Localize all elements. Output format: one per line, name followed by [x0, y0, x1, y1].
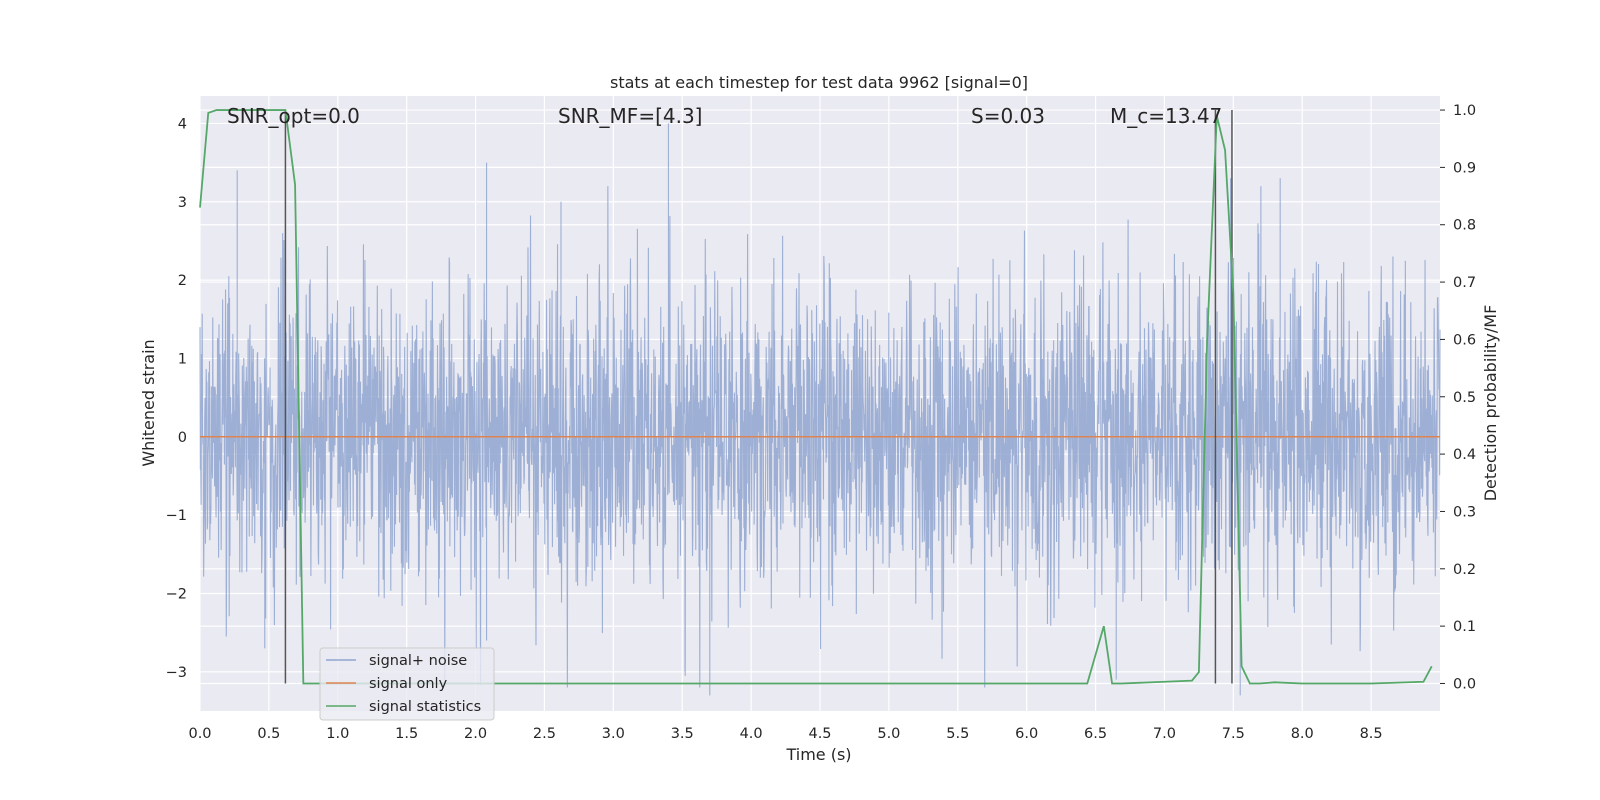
x-tick-label: 2.5 — [533, 726, 556, 742]
x-tick-label: 6.5 — [1084, 726, 1107, 742]
right-y-axis-label: Detection probability/MF — [1481, 305, 1500, 502]
annotation-snr-opt: SNR_opt=0.0 — [227, 104, 360, 128]
series-signal-plus-noise — [199, 123, 1441, 696]
x-tick-label: 5.5 — [946, 726, 969, 742]
legend-label-signal-only: signal only — [369, 676, 448, 692]
right-y-tick-label: 0.8 — [1453, 218, 1476, 234]
x-tick-label: 8.5 — [1360, 726, 1383, 742]
x-tick-label: 0.0 — [188, 726, 211, 742]
x-tick-label: 2.0 — [464, 726, 487, 742]
left-y-tick-label: 3 — [178, 195, 187, 211]
annotation-snr-mf: SNR_MF=[4.3] — [558, 104, 702, 128]
left-y-tick-label: −3 — [166, 665, 187, 681]
x-tick-label: 0.5 — [257, 726, 280, 742]
legend-box — [319, 647, 495, 721]
right-y-tick-label: 0.4 — [1453, 447, 1476, 463]
x-axis-ticks: 0.0 0.5 1.0 1.5 2.0 2.5 3.0 3.5 4.0 4.5 5.0 5.5 6.0 6… — [188, 726, 1382, 742]
marker-lines — [284, 110, 1233, 684]
left-y-tick-label: 2 — [178, 273, 187, 289]
x-tick-label: 5.0 — [877, 726, 900, 742]
right-y-tick-label: 0.6 — [1453, 332, 1476, 348]
right-y-tick-label: 0.0 — [1453, 676, 1476, 692]
series-signal-statistics — [199, 109, 1433, 685]
x-axis-label: Time (s) — [785, 745, 851, 764]
legend: signal+ noise signal only signal statist… — [319, 647, 495, 721]
x-tick-label: 6.0 — [1015, 726, 1038, 742]
x-tick-label: 4.5 — [808, 726, 831, 742]
left-y-tick-label: −2 — [166, 586, 187, 602]
x-tick-label: 8.0 — [1291, 726, 1314, 742]
chart-title: stats at each timestep for test data 996… — [610, 73, 1028, 92]
signal-statistics-line — [199, 109, 1433, 685]
right-y-tick-label: 0.5 — [1453, 390, 1476, 406]
x-tick-label: 3.0 — [602, 726, 625, 742]
x-tick-label: 7.5 — [1222, 726, 1245, 742]
right-y-tick-label: 0.1 — [1453, 619, 1476, 635]
left-y-axis-ticks: −3 −2 −1 0 1 2 3 4 — [166, 116, 187, 680]
x-tick-label: 3.5 — [671, 726, 694, 742]
x-tick-label: 7.0 — [1153, 726, 1176, 742]
left-y-tick-label: 0 — [178, 430, 187, 446]
right-y-tick-label: 0.7 — [1453, 275, 1476, 291]
left-y-tick-label: 4 — [178, 116, 187, 132]
x-tick-label: 1.0 — [326, 726, 349, 742]
left-y-tick-label: −1 — [166, 508, 187, 524]
noise-trace-path — [199, 123, 1441, 696]
legend-label-signal-plus-noise: signal+ noise — [369, 653, 467, 669]
right-y-axis-ticks: 0.0 0.1 0.2 0.3 0.4 0.5 0.6 0.7 0.8 0.9 1.0 — [1440, 103, 1476, 692]
right-y-tick-label: 0.9 — [1453, 160, 1476, 176]
annotation-mc: M_c=13.47 — [1110, 104, 1222, 128]
right-y-tick-label: 0.2 — [1453, 562, 1476, 578]
left-y-axis-label: Whitened strain — [139, 339, 158, 466]
right-y-tick-label: 1.0 — [1453, 103, 1476, 119]
annotation-s: S=0.03 — [971, 104, 1045, 128]
x-tick-label: 1.5 — [395, 726, 418, 742]
legend-label-signal-statistics: signal statistics — [369, 699, 481, 715]
right-y-tick-label: 0.3 — [1453, 504, 1476, 520]
left-y-tick-label: 1 — [178, 351, 187, 367]
x-tick-label: 4.0 — [740, 726, 763, 742]
